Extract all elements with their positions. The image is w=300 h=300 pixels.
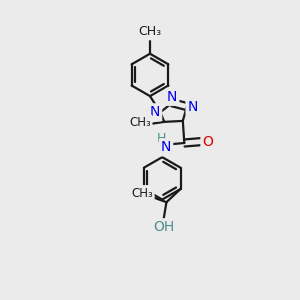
Text: N: N — [188, 100, 198, 114]
Text: CH₃: CH₃ — [131, 187, 153, 200]
Text: N: N — [150, 105, 160, 119]
Text: N: N — [161, 140, 171, 154]
Text: N: N — [167, 90, 177, 104]
Text: H: H — [157, 131, 166, 145]
Text: O: O — [202, 134, 213, 148]
Text: CH₃: CH₃ — [138, 26, 162, 38]
Text: CH₃: CH₃ — [129, 116, 151, 129]
Text: OH: OH — [153, 220, 174, 234]
